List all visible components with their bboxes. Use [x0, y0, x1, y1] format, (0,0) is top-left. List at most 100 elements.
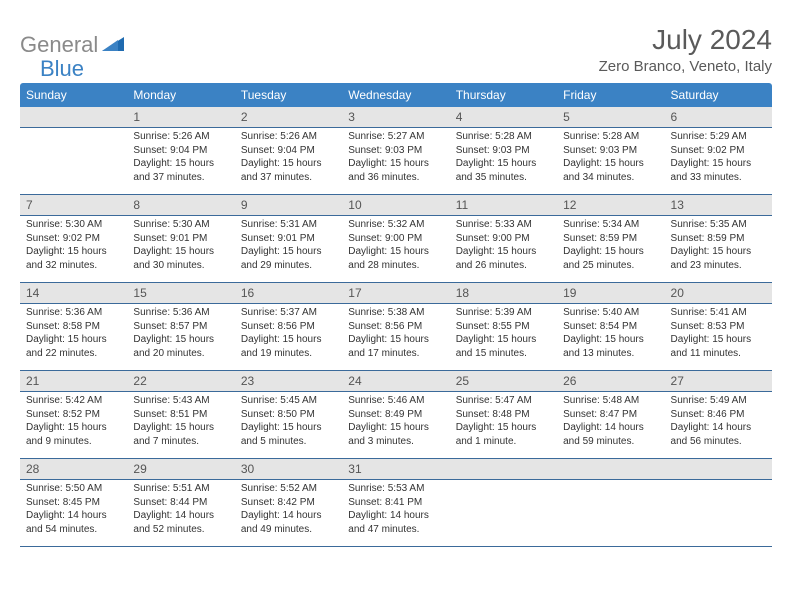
location: Zero Branco, Veneto, Italy: [599, 58, 772, 75]
day-data-cell: Sunrise: 5:49 AMSunset: 8:46 PMDaylight:…: [665, 392, 772, 459]
sunrise-line: Sunrise: 5:28 AM: [456, 130, 551, 144]
week-number-row: 78910111213: [20, 195, 772, 216]
sunrise-line: Sunrise: 5:26 AM: [241, 130, 336, 144]
sunrise-line: Sunrise: 5:30 AM: [133, 218, 228, 232]
day-data: Sunrise: 5:26 AMSunset: 9:04 PMDaylight:…: [235, 128, 342, 194]
sunset-line: Sunset: 8:49 PM: [348, 408, 443, 422]
daylight-line: Daylight: 15 hours and 26 minutes.: [456, 245, 551, 272]
day-number-cell: 5: [557, 107, 664, 128]
sunset-line: Sunset: 9:03 PM: [456, 144, 551, 158]
sunrise-line: Sunrise: 5:49 AM: [671, 394, 766, 408]
day-number-cell: [450, 459, 557, 480]
daylight-line: Daylight: 15 hours and 1 minute.: [456, 421, 551, 448]
sunrise-line: Sunrise: 5:29 AM: [671, 130, 766, 144]
logo-text-part1: General: [20, 32, 98, 58]
day-number: 7: [20, 195, 127, 215]
sunset-line: Sunset: 8:58 PM: [26, 320, 121, 334]
day-number-cell: 15: [127, 283, 234, 304]
week-data-row: Sunrise: 5:36 AM Sunset: 8:58 PM Daylight:…: [20, 304, 772, 371]
day-number-cell: 26: [557, 371, 664, 392]
daylight-line: Daylight: 15 hours and 37 minutes.: [133, 157, 228, 184]
sunset-line: Sunset: 8:57 PM: [133, 320, 228, 334]
sunset-line: Sunset: 9:04 PM: [133, 144, 228, 158]
day-number-cell: 6: [665, 107, 772, 128]
sunrise-line: Sunrise: 5:34 AM: [563, 218, 658, 232]
day-data: Sunrise: 5:43 AMSunset: 8:51 PMDaylight:…: [127, 392, 234, 458]
day-data: Sunrise: 5:33 AMSunset: 9:00 PMDaylight:…: [450, 216, 557, 282]
day-number-cell: 17: [342, 283, 449, 304]
day-number: [20, 107, 127, 113]
day-number: [450, 459, 557, 465]
sunrise-line: Sunrise: 5:47 AM: [456, 394, 551, 408]
day-header: Friday: [557, 83, 664, 107]
sunset-line: Sunset: 8:54 PM: [563, 320, 658, 334]
sunset-line: Sunset: 8:47 PM: [563, 408, 658, 422]
day-data: Sunrise: 5:28 AMSunset: 9:03 PMDaylight:…: [450, 128, 557, 194]
day-number-cell: 13: [665, 195, 772, 216]
daylight-line: Daylight: 15 hours and 20 minutes.: [133, 333, 228, 360]
day-data-cell: Sunrise: 5:45 AMSunset: 8:50 PMDaylight:…: [235, 392, 342, 459]
sunset-line: Sunset: 9:02 PM: [671, 144, 766, 158]
day-number: 21: [20, 371, 127, 391]
sunrise-line: Sunrise: 5:27 AM: [348, 130, 443, 144]
sunset-line: Sunset: 8:42 PM: [241, 496, 336, 510]
day-number: 20: [665, 283, 772, 303]
logo: General: [20, 32, 126, 58]
calendar-header-row: SundayMondayTuesdayWednesdayThursdayFrid…: [20, 83, 772, 107]
day-number: 19: [557, 283, 664, 303]
day-data-cell: Sunrise: 5:29 AMSunset: 9:02 PMDaylight:…: [665, 128, 772, 195]
day-number: 25: [450, 371, 557, 391]
sunrise-line: Sunrise: 5:30 AM: [26, 218, 121, 232]
sunrise-line: Sunrise: 5:37 AM: [241, 306, 336, 320]
day-number-cell: 21: [20, 371, 127, 392]
sunrise-line: Sunrise: 5:48 AM: [563, 394, 658, 408]
day-data-cell: Sunrise: 5:38 AMSunset: 8:56 PMDaylight:…: [342, 304, 449, 371]
daylight-line: Daylight: 15 hours and 23 minutes.: [671, 245, 766, 272]
sunset-line: Sunset: 9:03 PM: [563, 144, 658, 158]
sunset-line: Sunset: 8:52 PM: [26, 408, 121, 422]
day-number-cell: 25: [450, 371, 557, 392]
day-number: 17: [342, 283, 449, 303]
daylight-line: Daylight: 15 hours and 9 minutes.: [26, 421, 121, 448]
day-data-cell: Sunrise: 5:53 AMSunset: 8:41 PMDaylight:…: [342, 480, 449, 547]
day-data: Sunrise: 5:37 AMSunset: 8:56 PMDaylight:…: [235, 304, 342, 370]
day-header: Saturday: [665, 83, 772, 107]
week-number-row: 14151617181920: [20, 283, 772, 304]
day-number: 31: [342, 459, 449, 479]
daylight-line: Daylight: 15 hours and 29 minutes.: [241, 245, 336, 272]
daylight-line: Daylight: 15 hours and 5 minutes.: [241, 421, 336, 448]
daylight-line: Daylight: 15 hours and 11 minutes.: [671, 333, 766, 360]
daylight-line: Daylight: 15 hours and 19 minutes.: [241, 333, 336, 360]
day-number-cell: 10: [342, 195, 449, 216]
day-header: Tuesday: [235, 83, 342, 107]
daylight-line: Daylight: 15 hours and 13 minutes.: [563, 333, 658, 360]
daylight-line: Daylight: 14 hours and 56 minutes.: [671, 421, 766, 448]
daylight-line: Daylight: 15 hours and 7 minutes.: [133, 421, 228, 448]
day-data: [665, 480, 772, 536]
day-data: Sunrise: 5:30 AMSunset: 9:02 PMDaylight:…: [20, 216, 127, 282]
day-data-cell: [665, 480, 772, 547]
week-number-row: 28293031: [20, 459, 772, 480]
sunrise-line: Sunrise: 5:40 AM: [563, 306, 658, 320]
day-number: 9: [235, 195, 342, 215]
day-header: Sunday: [20, 83, 127, 107]
day-data: Sunrise: 5:42 AMSunset: 8:52 PMDaylight:…: [20, 392, 127, 458]
day-data: Sunrise: 5:36 AMSunset: 8:57 PMDaylight:…: [127, 304, 234, 370]
header: General July 2024 Zero Branco, Veneto, I…: [20, 24, 772, 75]
day-data: Sunrise: 5:27 AMSunset: 9:03 PMDaylight:…: [342, 128, 449, 194]
week-data-row: Sunrise: 5:26 AM Sunset: 9:04 PMDaylight:…: [20, 128, 772, 195]
sunrise-line: Sunrise: 5:36 AM: [133, 306, 228, 320]
day-data: Sunrise: 5:30 AMSunset: 9:01 PMDaylight:…: [127, 216, 234, 282]
day-data-cell: Sunrise: 5:42 AMSunset: 8:52 PMDaylight:…: [20, 392, 127, 459]
day-number-cell: 28: [20, 459, 127, 480]
day-data-cell: Sunrise: 5:33 AMSunset: 9:00 PMDaylight:…: [450, 216, 557, 283]
day-data: Sunrise: 5:47 AMSunset: 8:48 PMDaylight:…: [450, 392, 557, 458]
day-number: 28: [20, 459, 127, 479]
sunset-line: Sunset: 8:59 PM: [671, 232, 766, 246]
sunrise-line: Sunrise: 5:53 AM: [348, 482, 443, 496]
sunrise-line: Sunrise: 5:33 AM: [456, 218, 551, 232]
day-number: 18: [450, 283, 557, 303]
day-data: Sunrise: 5:38 AMSunset: 8:56 PMDaylight:…: [342, 304, 449, 370]
day-data-cell: Sunrise: 5:41 AMSunset: 8:53 PMDaylight:…: [665, 304, 772, 371]
day-data-cell: Sunrise: 5:46 AMSunset: 8:49 PMDaylight:…: [342, 392, 449, 459]
